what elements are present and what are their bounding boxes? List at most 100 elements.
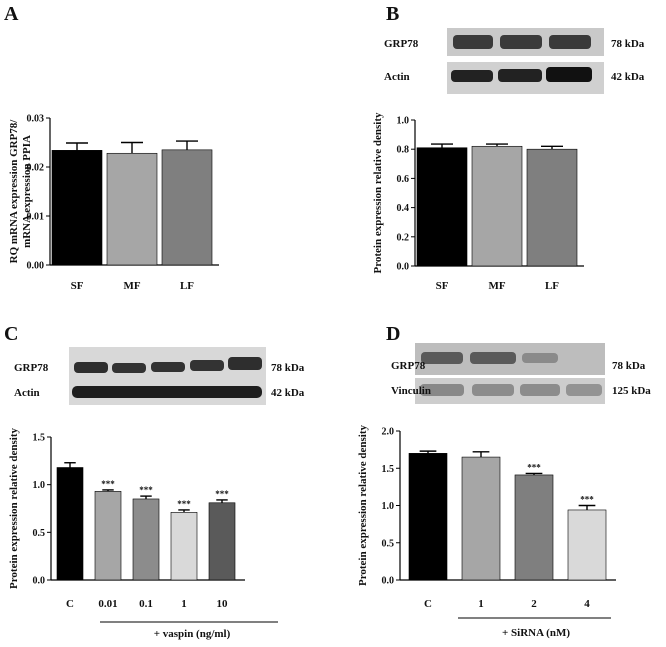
blot-c-band bbox=[151, 362, 185, 372]
blot-d-band bbox=[421, 352, 463, 364]
x-tick-label: 2 bbox=[531, 598, 537, 610]
bar bbox=[56, 467, 84, 581]
blot-c-band bbox=[74, 362, 108, 373]
y-axis-label: Protein expression relative density bbox=[8, 427, 20, 589]
y-tick-label: 1.5 bbox=[382, 464, 395, 475]
significance-label: *** bbox=[527, 462, 541, 472]
bar bbox=[514, 474, 554, 581]
bar bbox=[51, 150, 103, 266]
blot-d-band bbox=[472, 384, 514, 396]
y-axis-label: mRNA expression PPIA bbox=[21, 135, 33, 248]
panel-letter-b: B bbox=[386, 3, 399, 25]
blot-b-band bbox=[498, 69, 542, 82]
y-tick-label: 0.4 bbox=[397, 203, 410, 214]
blot-c-kda-2: 42 kDa bbox=[271, 387, 305, 399]
x-tick-label: SF bbox=[436, 280, 449, 292]
blot-d-band bbox=[566, 384, 602, 396]
y-tick-label: 0.6 bbox=[397, 174, 410, 185]
y-tick-label: 0.0 bbox=[33, 576, 46, 587]
western-blot-b: GRP78 Actin 78 kDa 42 kDa bbox=[384, 28, 645, 94]
x-tick-label: C bbox=[66, 598, 74, 610]
blot-d-band bbox=[420, 384, 464, 396]
panel-letter-d: D bbox=[386, 323, 400, 345]
blot-c-row-label-2: Actin bbox=[14, 387, 40, 399]
y-tick-label: 1.0 bbox=[397, 116, 410, 127]
x-tick-label: MF bbox=[123, 280, 140, 292]
bar bbox=[94, 491, 122, 581]
blot-b-band bbox=[549, 35, 591, 49]
blot-b-row-label-1: GRP78 bbox=[384, 38, 419, 50]
blot-b-kda-1: 78 kDa bbox=[611, 38, 645, 50]
y-tick-label: 0.00 bbox=[27, 261, 45, 272]
x-tick-label: SF bbox=[71, 280, 84, 292]
x-tick-label: 0.1 bbox=[139, 598, 153, 610]
y-tick-label: 2.0 bbox=[382, 427, 395, 438]
blot-d-band bbox=[470, 352, 516, 364]
blot-c-band bbox=[190, 360, 224, 371]
y-tick-label: 0.0 bbox=[397, 262, 410, 273]
x-tick-label: LF bbox=[180, 280, 194, 292]
panel-letter-c: C bbox=[4, 323, 18, 345]
significance-label: *** bbox=[139, 485, 153, 495]
y-tick-label: 1.0 bbox=[33, 480, 46, 491]
blot-b-band bbox=[546, 67, 592, 82]
significance-label: *** bbox=[580, 495, 594, 505]
blot-c-row-label-1: GRP78 bbox=[14, 362, 49, 374]
bar bbox=[567, 509, 607, 581]
x-tick-label: LF bbox=[545, 280, 559, 292]
blot-b-band bbox=[500, 35, 542, 49]
bar bbox=[461, 456, 501, 581]
blot-c-band bbox=[112, 363, 146, 373]
blot-b-band bbox=[453, 35, 493, 49]
x-tick-label: 1 bbox=[478, 598, 484, 610]
x-tick-label: C bbox=[424, 598, 432, 610]
y-tick-label: 0.5 bbox=[382, 538, 395, 549]
blot-c-kda-1: 78 kDa bbox=[271, 362, 305, 374]
blot-d-row-label-2: Vinculin bbox=[391, 385, 431, 397]
y-tick-label: 0.8 bbox=[397, 145, 410, 156]
y-tick-label: 0.03 bbox=[27, 114, 45, 125]
bar bbox=[132, 498, 160, 581]
blot-d-kda-2: 125 kDa bbox=[612, 385, 651, 397]
bar bbox=[526, 148, 578, 267]
bar bbox=[161, 149, 213, 266]
x-tick-label: 1 bbox=[181, 598, 187, 610]
chart-b: 0.0 0.2 0.4 0.6 0.8 1.0 SF MF LF Protein expressi… bbox=[372, 112, 584, 292]
y-tick-label: 0.2 bbox=[397, 232, 410, 243]
blot-c-band-actin bbox=[72, 386, 262, 398]
bar bbox=[416, 147, 468, 267]
chart-d: 0.0 0.5 1.0 1.5 2.0 C 1 2 *** 4 *** Protein express… bbox=[357, 424, 616, 639]
blot-b-row-label-2: Actin bbox=[384, 71, 410, 83]
y-tick-label: 1.5 bbox=[33, 433, 46, 444]
blot-d-kda-1: 78 kDa bbox=[612, 360, 646, 372]
western-blot-d: GRP78 Vinculin 78 kDa 125 kDa bbox=[391, 343, 651, 404]
significance-label: *** bbox=[101, 479, 115, 489]
blot-b-kda-2: 42 kDa bbox=[611, 71, 645, 83]
bar bbox=[208, 502, 236, 581]
x-axis-label: + vaspin (ng/ml) bbox=[154, 628, 231, 640]
y-axis-label: Protein expression relative density bbox=[357, 424, 369, 586]
x-tick-label: 10 bbox=[217, 598, 229, 610]
blot-d-band bbox=[522, 353, 558, 363]
western-blot-c: GRP78 Actin 78 kDa 42 kDa bbox=[14, 347, 305, 405]
y-axis-label: RQ mRNA expression GRP78/ bbox=[8, 119, 20, 264]
y-axis-label: Protein expression relative density bbox=[372, 112, 384, 274]
significance-label: *** bbox=[215, 489, 229, 499]
blot-d-band bbox=[520, 384, 560, 396]
chart-a: 0.00 0.01 0.02 0.03 SF MF LF RQ mRNA expression… bbox=[8, 114, 219, 292]
bar bbox=[408, 453, 448, 581]
blot-c-band bbox=[228, 357, 262, 370]
blot-d-row-label-1: GRP78 bbox=[391, 360, 426, 372]
y-tick-label: 0.0 bbox=[382, 576, 395, 587]
bar bbox=[471, 145, 523, 267]
chart-c: 0.0 0.5 1.0 1.5 C 0.01 *** 0.1 *** 1 *** 10 *** Prote… bbox=[8, 427, 278, 640]
panel-letter-a: A bbox=[4, 3, 19, 25]
blot-b-band bbox=[451, 70, 493, 82]
bar bbox=[106, 152, 158, 266]
y-tick-label: 1.0 bbox=[382, 501, 395, 512]
x-tick-label: 0.01 bbox=[98, 598, 117, 610]
y-tick-label: 0.5 bbox=[33, 528, 46, 539]
x-axis-label: + SiRNA (nM) bbox=[502, 627, 570, 639]
